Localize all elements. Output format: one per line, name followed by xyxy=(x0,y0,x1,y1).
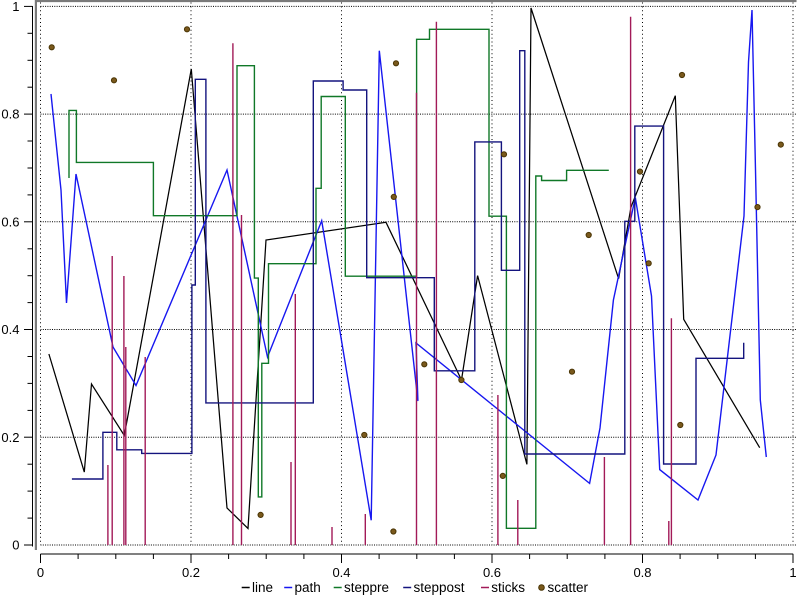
svg-text:steppost: steppost xyxy=(414,580,465,595)
svg-text:steppre: steppre xyxy=(344,580,389,595)
svg-text:path: path xyxy=(295,580,321,595)
svg-text:0: 0 xyxy=(12,538,19,553)
svg-text:0.6: 0.6 xyxy=(1,214,19,229)
svg-text:0.2: 0.2 xyxy=(1,430,19,445)
svg-text:0.8: 0.8 xyxy=(633,565,651,580)
svg-text:0.2: 0.2 xyxy=(182,565,200,580)
svg-text:sticks: sticks xyxy=(491,580,525,595)
svg-text:0.6: 0.6 xyxy=(483,565,501,580)
svg-text:line: line xyxy=(252,580,273,595)
svg-text:0.4: 0.4 xyxy=(1,322,19,337)
svg-text:0.8: 0.8 xyxy=(1,107,19,122)
svg-text:1: 1 xyxy=(789,565,796,580)
svg-text:scatter: scatter xyxy=(548,580,589,595)
svg-text:0.4: 0.4 xyxy=(332,565,350,580)
svg-text:0: 0 xyxy=(37,565,44,580)
svg-text:1: 1 xyxy=(12,0,19,14)
